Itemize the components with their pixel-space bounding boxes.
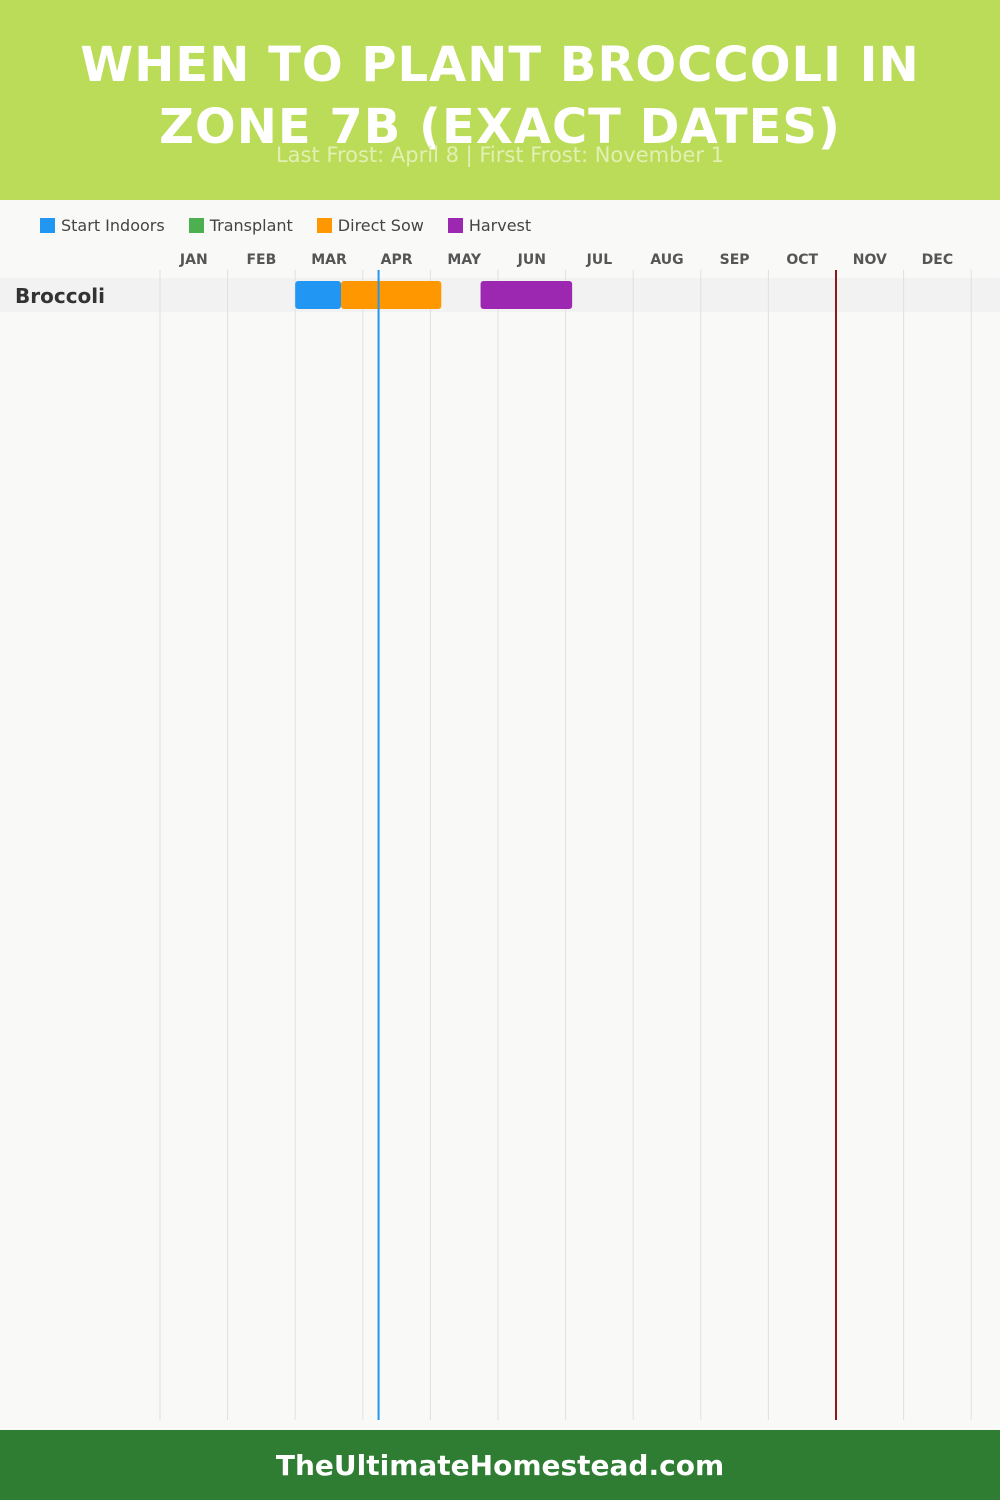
legend-item-start-indoors: Start Indoors (40, 216, 165, 235)
month-label: AUG (650, 252, 683, 268)
month-label: SEP (720, 252, 750, 268)
page-title: WHEN TO PLANT BROCCOLI IN ZONE 7B (EXACT… (80, 37, 920, 155)
month-label: MAY (447, 252, 481, 268)
legend-swatch (316, 217, 332, 233)
legend-label: Start Indoors (61, 215, 165, 235)
planting-calendar-chart: JAN FEB MAR APR MAY JUN JUL AUG SEP OCT NOV DEC Broc… (0, 252, 1000, 1420)
legend-label: Direct Sow (337, 215, 424, 235)
footer-site-name: TheUltimateHomestead.com (275, 1448, 725, 1482)
month-label: JUN (517, 252, 546, 268)
legend-item-direct-sow: Direct Sow (316, 215, 424, 235)
legend-item-transplant: Transplant (188, 215, 293, 235)
legend-swatch (188, 217, 204, 233)
month-label: JAN (179, 252, 208, 268)
month-label: OCT (786, 252, 818, 268)
month-label: APR (381, 252, 413, 268)
period-bar-direct-sow (340, 281, 442, 309)
month-label: NOV (853, 252, 887, 268)
legend-label: Harvest (468, 215, 532, 235)
legend: Start Indoors Transplant Direct Sow Harv… (40, 215, 555, 235)
legend-label: Transplant (209, 215, 293, 235)
legend-swatch (447, 217, 463, 233)
legend-swatch (40, 217, 55, 233)
crop-label: Broccoli (15, 284, 105, 308)
frost-dates-subtitle: Last Frost: April 8 | First Frost: Novem… (275, 143, 725, 167)
header-banner: WHEN TO PLANT BROCCOLI IN ZONE 7B (EXACT… (0, 0, 1000, 200)
month-label: JUL (586, 252, 613, 268)
legend-item-harvest: Harvest (447, 215, 532, 235)
period-bar-start-indoors (295, 281, 341, 309)
footer-banner: TheUltimateHomestead.com (0, 1430, 1000, 1500)
month-label: DEC (922, 252, 953, 268)
period-bar-harvest (480, 281, 573, 309)
month-label: MAR (311, 252, 347, 268)
month-label: FEB (246, 252, 276, 268)
